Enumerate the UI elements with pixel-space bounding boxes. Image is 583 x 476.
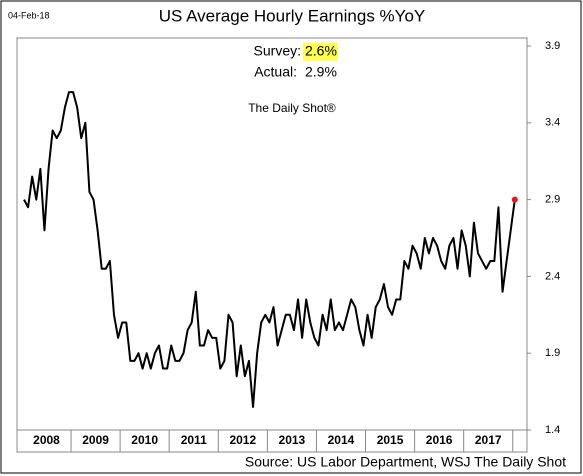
x-tick-label: 2012 — [229, 433, 256, 447]
highlight — [303, 43, 338, 61]
x-tick-label: 2013 — [279, 433, 306, 447]
chart-title: US Average Hourly Earnings %YoY — [159, 6, 426, 25]
x-tick-label: 2008 — [33, 433, 60, 447]
y-tick-label: 1.9 — [545, 347, 560, 359]
plot-border — [16, 37, 528, 431]
x-tick-label: 2010 — [131, 433, 158, 447]
y-tick-label: 1.4 — [545, 424, 560, 436]
x-tick-label: 2017 — [475, 433, 502, 447]
x-tick-label: 2015 — [377, 433, 404, 447]
survey-value: 2.6% — [305, 43, 337, 59]
x-axis-band — [16, 429, 528, 453]
source: Source: US Labor Department, WSJ The Dai… — [245, 454, 566, 470]
y-tick-label: 3.9 — [545, 40, 560, 52]
y-tick-label: 2.9 — [545, 194, 560, 206]
brand: The Daily Shot® — [248, 101, 336, 115]
y-tick-label: 2.4 — [545, 270, 560, 282]
x-tick-label: 2009 — [82, 433, 109, 447]
date-label: 04-Feb-18 — [8, 10, 50, 20]
last-point — [511, 196, 518, 203]
y-tick-label: 3.4 — [545, 117, 560, 129]
data-line — [23, 91, 516, 408]
actual-label: Actual: — [254, 64, 297, 80]
x-tick-label: 2016 — [426, 433, 453, 447]
x-tick-label: 2014 — [328, 433, 355, 447]
actual-value: 2.9% — [305, 64, 337, 80]
survey-label: Survey: — [254, 43, 301, 59]
x-tick-label: 2011 — [181, 433, 207, 447]
